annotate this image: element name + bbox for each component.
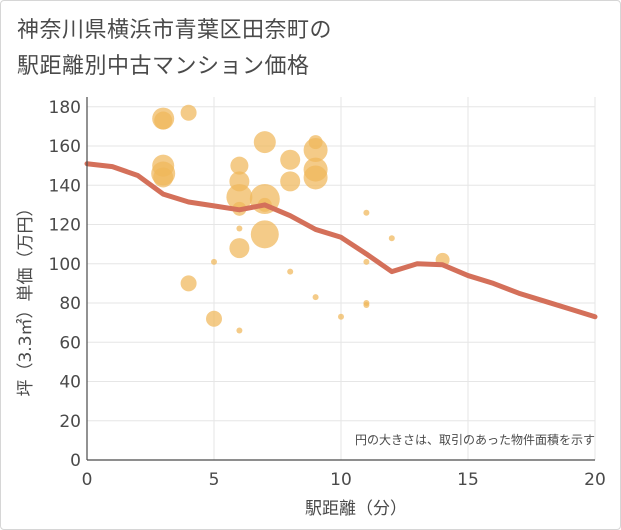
- scatter-point: [338, 313, 344, 320]
- bubbles: [151, 104, 450, 334]
- y-tick-label: 140: [49, 176, 81, 196]
- y-tick-label: 180: [49, 98, 81, 118]
- scatter-point: [363, 258, 370, 265]
- scatter-point: [236, 327, 243, 334]
- scatter-point: [280, 149, 301, 170]
- scatter-point: [180, 104, 197, 121]
- scatter-point: [153, 167, 174, 188]
- x-tick-label: 20: [584, 470, 606, 490]
- scatter-point: [388, 235, 395, 242]
- size-legend-note: 円の大きさは、取引のあった物件面積を示す: [355, 432, 595, 447]
- y-tick-label: 100: [49, 255, 81, 275]
- scatter-point: [206, 310, 222, 327]
- scatter-point: [229, 238, 250, 259]
- y-tick-label: 120: [49, 216, 81, 236]
- scatter-point: [211, 258, 217, 265]
- chart-title-line-2: 駅距離別中古マンション価格: [17, 54, 310, 79]
- trend-line-layer: [84, 161, 598, 320]
- x-tick-label: 10: [330, 470, 352, 490]
- scatter-point: [154, 111, 173, 130]
- y-tick-label: 80: [59, 294, 81, 314]
- grid: [87, 97, 596, 460]
- y-tick-label: 40: [59, 373, 81, 393]
- y-tick-label: 60: [59, 333, 81, 353]
- scatter-point: [280, 171, 301, 192]
- trend-line: [84, 161, 598, 320]
- scatter-point: [287, 268, 294, 275]
- scatter-point: [312, 294, 319, 301]
- x-tick-label: 5: [209, 470, 220, 490]
- axes: 0 20 40 60 80 100 120 140 160 180 0 5 10 15 20: [49, 97, 606, 490]
- y-tick-label: 0: [70, 451, 81, 471]
- y-tick-label: 160: [49, 137, 81, 157]
- x-tick-label: 15: [457, 470, 479, 490]
- scatter-point: [363, 209, 370, 216]
- scatter-point: [250, 220, 279, 249]
- chart-title: 神奈川県横浜市青葉区田奈町の 駅距離別中古マンション価格: [17, 13, 332, 85]
- y-axis-label: 坪（3.3㎡）単価（万円）: [16, 199, 36, 396]
- scatter-point: [303, 165, 328, 190]
- scatter-point: [230, 156, 249, 175]
- scatter-point: [180, 275, 197, 292]
- y-tick-label: 20: [59, 412, 81, 432]
- x-tick-label: 0: [82, 470, 93, 490]
- scatter-point: [253, 131, 276, 154]
- chart-title-line-1: 神奈川県横浜市青葉区田奈町の: [17, 18, 333, 43]
- scatter-point: [226, 184, 253, 211]
- scatter-point: [236, 225, 243, 232]
- scatter-point: [363, 301, 370, 308]
- scatter-point: [303, 137, 328, 162]
- x-axis-label: 駅距離（分）: [305, 499, 407, 519]
